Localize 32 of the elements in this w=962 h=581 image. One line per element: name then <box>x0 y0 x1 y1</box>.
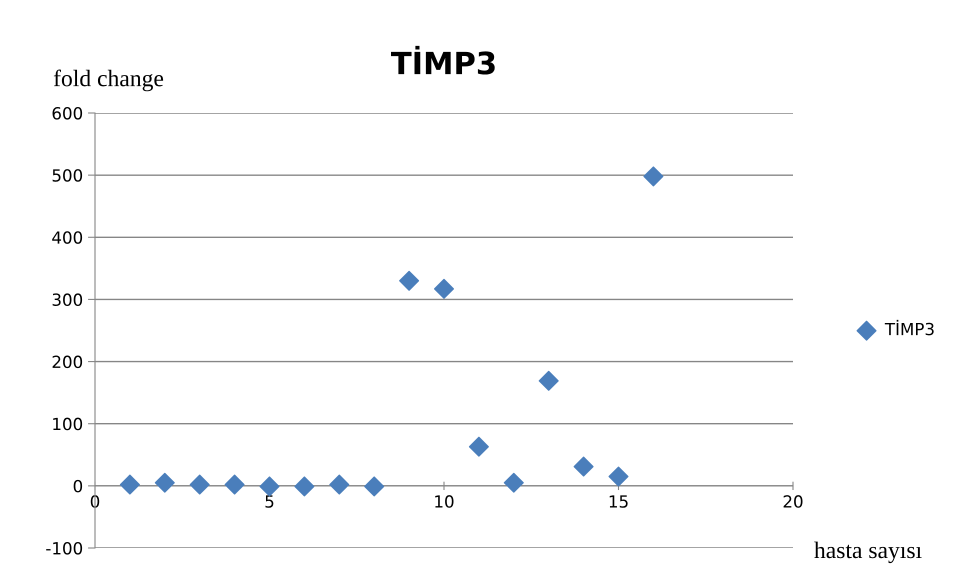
y-axis-title: fold change <box>54 70 164 92</box>
point <box>120 474 140 495</box>
point <box>434 278 454 299</box>
legend-label: TİMP3 <box>884 320 934 336</box>
chart-title: TİMP3 <box>391 46 495 75</box>
point <box>190 474 210 495</box>
x-tick-label: 15 <box>610 495 628 508</box>
point <box>329 474 350 495</box>
x-tick-label: 10 <box>435 495 454 508</box>
point <box>399 270 420 291</box>
point <box>468 436 489 457</box>
y-tick-label: 200 <box>52 356 82 368</box>
point <box>608 466 629 487</box>
y-tick-label: 400 <box>52 231 82 244</box>
point <box>538 370 559 391</box>
point <box>154 472 175 493</box>
point <box>643 166 664 186</box>
point <box>294 476 314 496</box>
x-tick-label: 5 <box>265 495 274 508</box>
y-tick-label: 0 <box>74 480 82 492</box>
point <box>364 476 384 496</box>
point <box>504 472 524 493</box>
y-tick-label: 500 <box>52 169 82 182</box>
y-tick-label: 300 <box>52 293 82 306</box>
point <box>574 456 594 477</box>
x-tick-label: 20 <box>784 495 802 508</box>
x-axis-title: hasta sayısı <box>814 542 922 564</box>
point <box>259 476 280 496</box>
y-tick-label: 600 <box>52 106 82 120</box>
y-tick-label: -100 <box>46 542 82 555</box>
y-tick-label: 100 <box>53 418 82 430</box>
point <box>224 474 245 495</box>
